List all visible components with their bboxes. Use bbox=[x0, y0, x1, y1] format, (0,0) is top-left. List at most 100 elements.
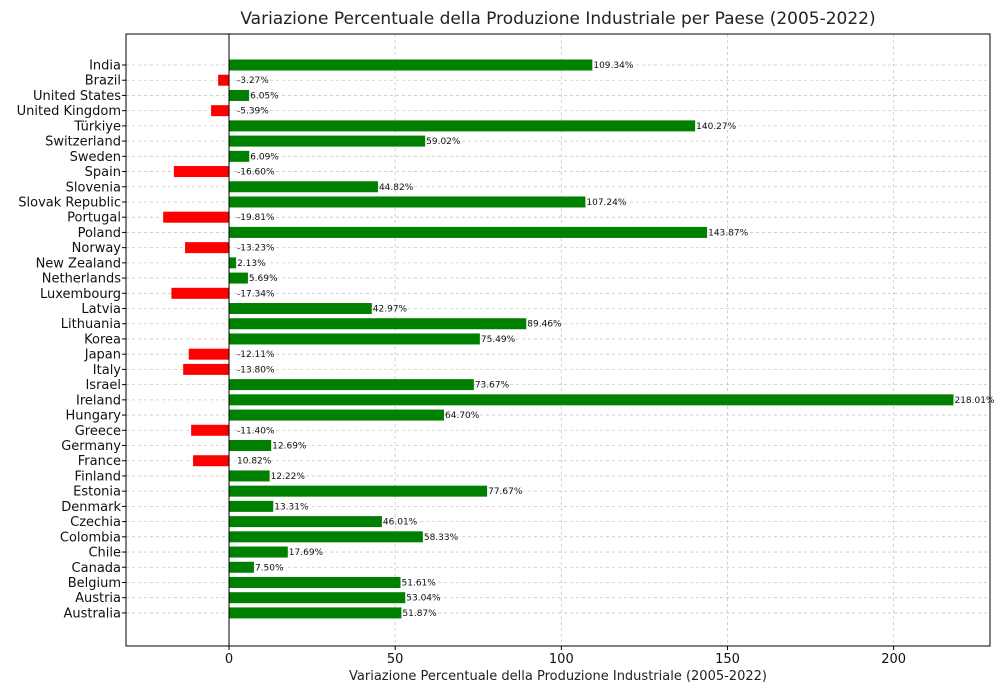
data-label: 7.50% bbox=[255, 563, 284, 573]
x-axis-label: Variazione Percentuale della Produzione … bbox=[349, 669, 767, 684]
data-label: 58.33% bbox=[424, 533, 459, 543]
y-tick-label: Canada bbox=[72, 561, 121, 576]
bar bbox=[229, 546, 288, 558]
y-tick-label: Israel bbox=[85, 378, 121, 393]
bar bbox=[183, 363, 230, 375]
y-tick-label: Austria bbox=[75, 591, 121, 606]
bar bbox=[229, 409, 445, 421]
data-label: 10.82% bbox=[237, 457, 272, 467]
data-label: 51.87% bbox=[402, 609, 437, 619]
bar bbox=[191, 424, 230, 436]
y-tick-label: Latvia bbox=[81, 302, 121, 317]
bar bbox=[229, 516, 382, 528]
bar bbox=[218, 74, 230, 86]
bar bbox=[229, 196, 586, 208]
bar bbox=[229, 485, 488, 497]
bar bbox=[229, 576, 401, 588]
data-label: 6.09% bbox=[250, 152, 279, 162]
bar bbox=[229, 561, 254, 573]
data-label: 51.61% bbox=[402, 578, 437, 588]
y-tick-label: Lithuania bbox=[61, 317, 121, 332]
y-tick-label: Poland bbox=[78, 226, 121, 241]
y-tick-label: United Kingdom bbox=[17, 104, 121, 119]
y-tick-label: Sweden bbox=[70, 150, 121, 165]
bar bbox=[229, 59, 593, 71]
data-label: 143.87% bbox=[708, 228, 748, 238]
data-label: 89.46% bbox=[527, 320, 562, 330]
y-tick-label: Colombia bbox=[60, 530, 121, 545]
x-tick-label: 200 bbox=[881, 652, 906, 667]
data-label: 6.05% bbox=[250, 91, 279, 101]
y-tick-label: Hungary bbox=[65, 409, 121, 424]
y-tick-label: Czechia bbox=[70, 515, 121, 530]
data-label: -11.40% bbox=[237, 426, 275, 436]
y-tick-label: Slovenia bbox=[66, 180, 121, 195]
y-tick-label: Luxembourg bbox=[40, 287, 121, 302]
bar bbox=[229, 470, 270, 482]
y-tick-label: Japan bbox=[84, 348, 121, 363]
y-tick-label: Portugal bbox=[67, 211, 121, 226]
x-tick-label: 100 bbox=[549, 652, 574, 667]
y-tick-label: Korea bbox=[84, 332, 121, 347]
y-tick-label: Ireland bbox=[76, 393, 121, 408]
chart-title: Variazione Percentuale della Produzione … bbox=[240, 9, 875, 29]
data-label: 75.49% bbox=[481, 335, 516, 345]
data-label: 13.31% bbox=[274, 502, 309, 512]
y-tick-label: New Zealand bbox=[36, 256, 121, 271]
bar bbox=[193, 455, 230, 467]
y-tick-label: France bbox=[78, 454, 121, 469]
bar bbox=[229, 531, 423, 543]
bar bbox=[229, 592, 406, 604]
data-label: -12.11% bbox=[237, 350, 275, 360]
data-label: 140.27% bbox=[696, 122, 736, 132]
bar bbox=[163, 211, 230, 223]
data-label: -13.80% bbox=[237, 365, 275, 375]
bar bbox=[229, 226, 708, 238]
y-tick-label: Greece bbox=[75, 424, 121, 439]
y-tick-label: United States bbox=[33, 89, 121, 104]
data-label: -13.23% bbox=[237, 244, 275, 254]
bar bbox=[171, 287, 230, 299]
data-label: 42.97% bbox=[373, 305, 408, 315]
bar bbox=[173, 166, 230, 178]
data-label: -16.60% bbox=[237, 168, 275, 178]
y-tick-label: Australia bbox=[63, 606, 121, 621]
bar bbox=[229, 303, 372, 315]
y-tick-label: Spain bbox=[85, 165, 121, 180]
y-tick-label: Slovak Republic bbox=[18, 195, 121, 210]
data-label: 2.13% bbox=[237, 259, 266, 269]
data-label: 109.34% bbox=[593, 61, 633, 71]
y-tick-label: Germany bbox=[61, 439, 121, 454]
y-tick-label: Türkiye bbox=[73, 119, 121, 134]
bars bbox=[163, 59, 954, 619]
bar bbox=[229, 440, 272, 451]
x-axis-ticks: 0 50 100 150 200 bbox=[225, 646, 906, 667]
bar bbox=[185, 242, 230, 254]
bar bbox=[229, 257, 237, 269]
y-tick-label: Chile bbox=[88, 546, 121, 561]
bar bbox=[229, 135, 426, 147]
x-tick-label: 150 bbox=[715, 652, 740, 667]
bar bbox=[229, 272, 248, 284]
bar bbox=[229, 379, 474, 391]
x-tick-label: 50 bbox=[387, 652, 404, 667]
bar bbox=[229, 89, 250, 101]
y-tick-label: Brazil bbox=[85, 74, 121, 89]
y-tick-label: Denmark bbox=[61, 500, 121, 515]
data-label: 107.24% bbox=[586, 198, 626, 208]
y-tick-label: Switzerland bbox=[45, 135, 121, 150]
bar bbox=[229, 500, 274, 512]
y-tick-label: Finland bbox=[75, 469, 121, 484]
data-label: 46.01% bbox=[383, 518, 418, 528]
plot-frame bbox=[125, 33, 991, 647]
bar bbox=[229, 318, 527, 330]
y-tick-label: Norway bbox=[72, 241, 122, 256]
bar bbox=[211, 105, 230, 117]
data-label: 77.67% bbox=[488, 487, 523, 497]
bar bbox=[229, 607, 402, 619]
data-label: 17.69% bbox=[289, 548, 324, 558]
bar bbox=[188, 348, 230, 360]
bar bbox=[229, 120, 696, 132]
y-tick-label: Belgium bbox=[68, 576, 121, 591]
